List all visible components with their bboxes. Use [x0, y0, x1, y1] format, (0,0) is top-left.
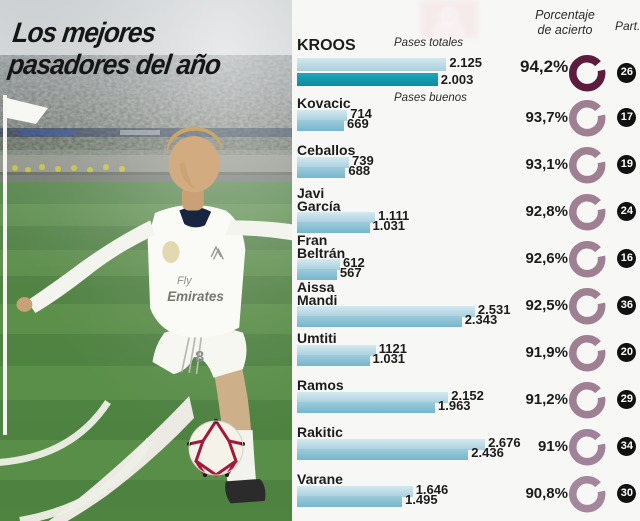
svg-text:Emirates: Emirates — [167, 289, 224, 304]
svg-text:8: 8 — [195, 349, 204, 366]
svg-text:Fly: Fly — [177, 275, 193, 287]
